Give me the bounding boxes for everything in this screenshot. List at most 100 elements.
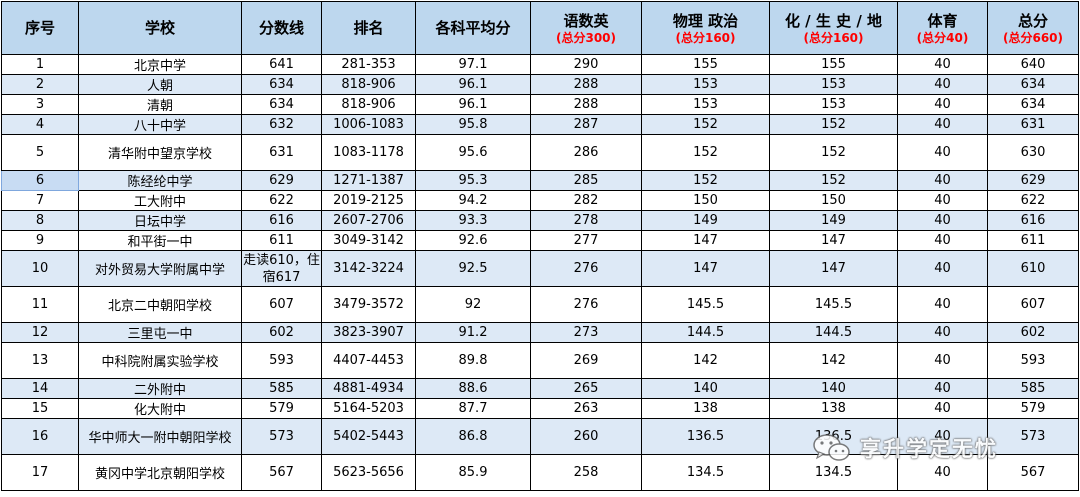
table-cell[interactable]: 北京二中朝阳学校 [78,286,242,323]
table-cell[interactable]: 1 [1,54,79,75]
table-cell[interactable]: 人朝 [78,74,242,95]
table-cell[interactable]: 288 [530,74,642,95]
table-cell[interactable]: 607 [241,286,322,323]
table-cell[interactable]: 152 [641,170,770,191]
table-cell[interactable]: 634 [987,74,1079,95]
table-cell[interactable]: 化大附中 [78,398,242,419]
table-cell[interactable]: 40 [897,342,988,379]
table-cell[interactable]: 二外附中 [78,378,242,399]
table-cell[interactable]: 40 [897,94,988,115]
table-cell[interactable]: 92.5 [415,250,531,287]
table-cell[interactable]: 40 [897,210,988,231]
table-cell[interactable]: 631 [241,134,322,171]
table-cell[interactable]: 91.2 [415,322,531,343]
table-cell[interactable]: 1006-1083 [321,114,416,135]
table-cell[interactable]: 和平街一中 [78,230,242,251]
table-cell[interactable]: 153 [769,94,898,115]
column-header[interactable]: 学校 [78,1,242,55]
table-cell[interactable]: 277 [530,230,642,251]
table-cell[interactable]: 2 [1,74,79,95]
table-cell[interactable]: 华中师大一附中朝阳学校 [78,418,242,455]
table-cell[interactable]: 3479-3572 [321,286,416,323]
table-cell[interactable]: 1271-1387 [321,170,416,191]
table-cell[interactable]: 8 [1,210,79,231]
table-cell[interactable]: 92 [415,286,531,323]
table-cell[interactable]: 818-906 [321,74,416,95]
table-cell[interactable]: 工大附中 [78,190,242,211]
table-cell[interactable]: 585 [241,378,322,399]
table-cell[interactable]: 611 [987,230,1079,251]
table-cell[interactable]: 147 [641,230,770,251]
table-cell[interactable]: 144.5 [769,322,898,343]
table-cell[interactable]: 150 [641,190,770,211]
table-cell[interactable]: 5402-5443 [321,418,416,455]
table-cell[interactable]: 145.5 [769,286,898,323]
table-cell[interactable]: 260 [530,418,642,455]
table-cell[interactable]: 573 [987,418,1079,455]
table-cell[interactable]: 585 [987,378,1079,399]
table-cell[interactable]: 602 [987,322,1079,343]
table-cell[interactable]: 611 [241,230,322,251]
table-cell[interactable]: 153 [641,74,770,95]
table-cell[interactable]: 138 [641,398,770,419]
column-header[interactable]: 语数英 (总分300) [530,1,642,55]
table-cell[interactable]: 616 [241,210,322,231]
table-cell[interactable]: 2019-2125 [321,190,416,211]
table-cell[interactable]: 85.9 [415,454,531,491]
table-cell[interactable]: 4881-4934 [321,378,416,399]
table-cell[interactable]: 2607-2706 [321,210,416,231]
table-cell[interactable]: 134.5 [641,454,770,491]
table-cell[interactable]: 日坛中学 [78,210,242,231]
table-cell[interactable]: 273 [530,322,642,343]
table-cell[interactable]: 152 [641,114,770,135]
table-cell[interactable]: 144.5 [641,322,770,343]
table-cell[interactable]: 140 [641,378,770,399]
table-cell[interactable]: 276 [530,286,642,323]
table-cell[interactable]: 155 [641,54,770,75]
table-cell[interactable]: 40 [897,114,988,135]
table-cell[interactable]: 153 [769,74,898,95]
table-cell[interactable]: 147 [641,250,770,287]
table-cell[interactable]: 567 [241,454,322,491]
table-cell[interactable]: 602 [241,322,322,343]
table-cell[interactable]: 97.1 [415,54,531,75]
table-cell[interactable]: 152 [769,134,898,171]
table-cell[interactable]: 152 [769,114,898,135]
table-cell[interactable]: 610 [987,250,1079,287]
table-cell[interactable]: 142 [641,342,770,379]
table-cell[interactable]: 87.7 [415,398,531,419]
table-cell[interactable]: 281-353 [321,54,416,75]
table-cell[interactable]: 593 [987,342,1079,379]
table-cell[interactable]: 95.8 [415,114,531,135]
column-header[interactable]: 各科平均分 [415,1,531,55]
table-cell[interactable]: 7 [1,190,79,211]
table-cell[interactable]: 145.5 [641,286,770,323]
table-cell[interactable]: 622 [987,190,1079,211]
table-cell[interactable]: 16 [1,418,79,455]
table-cell[interactable]: 573 [241,418,322,455]
table-cell[interactable]: 149 [641,210,770,231]
table-cell[interactable]: 40 [897,398,988,419]
table-cell[interactable]: 150 [769,190,898,211]
table-cell[interactable]: 10 [1,250,79,287]
table-cell[interactable]: 269 [530,342,642,379]
table-cell[interactable]: 92.6 [415,230,531,251]
table-cell[interactable]: 640 [987,54,1079,75]
table-cell[interactable]: 对外贸易大学附属中学 [78,250,242,287]
column-header[interactable]: 化 / 生 史 / 地 (总分160) [769,1,898,55]
table-cell[interactable]: 287 [530,114,642,135]
table-cell[interactable]: 629 [241,170,322,191]
table-cell[interactable]: 北京中学 [78,54,242,75]
table-cell[interactable]: 陈经纶中学 [78,170,242,191]
table-cell[interactable]: 153 [641,94,770,115]
table-cell[interactable]: 622 [241,190,322,211]
table-cell[interactable]: 276 [530,250,642,287]
table-cell[interactable]: 9 [1,230,79,251]
table-cell[interactable]: 94.2 [415,190,531,211]
table-cell[interactable]: 40 [897,322,988,343]
table-cell[interactable]: 3049-3142 [321,230,416,251]
column-header[interactable]: 排名 [321,1,416,55]
table-cell[interactable]: 818-906 [321,94,416,115]
table-cell[interactable]: 634 [241,94,322,115]
table-cell[interactable]: 走读610，住宿617 [241,250,322,287]
